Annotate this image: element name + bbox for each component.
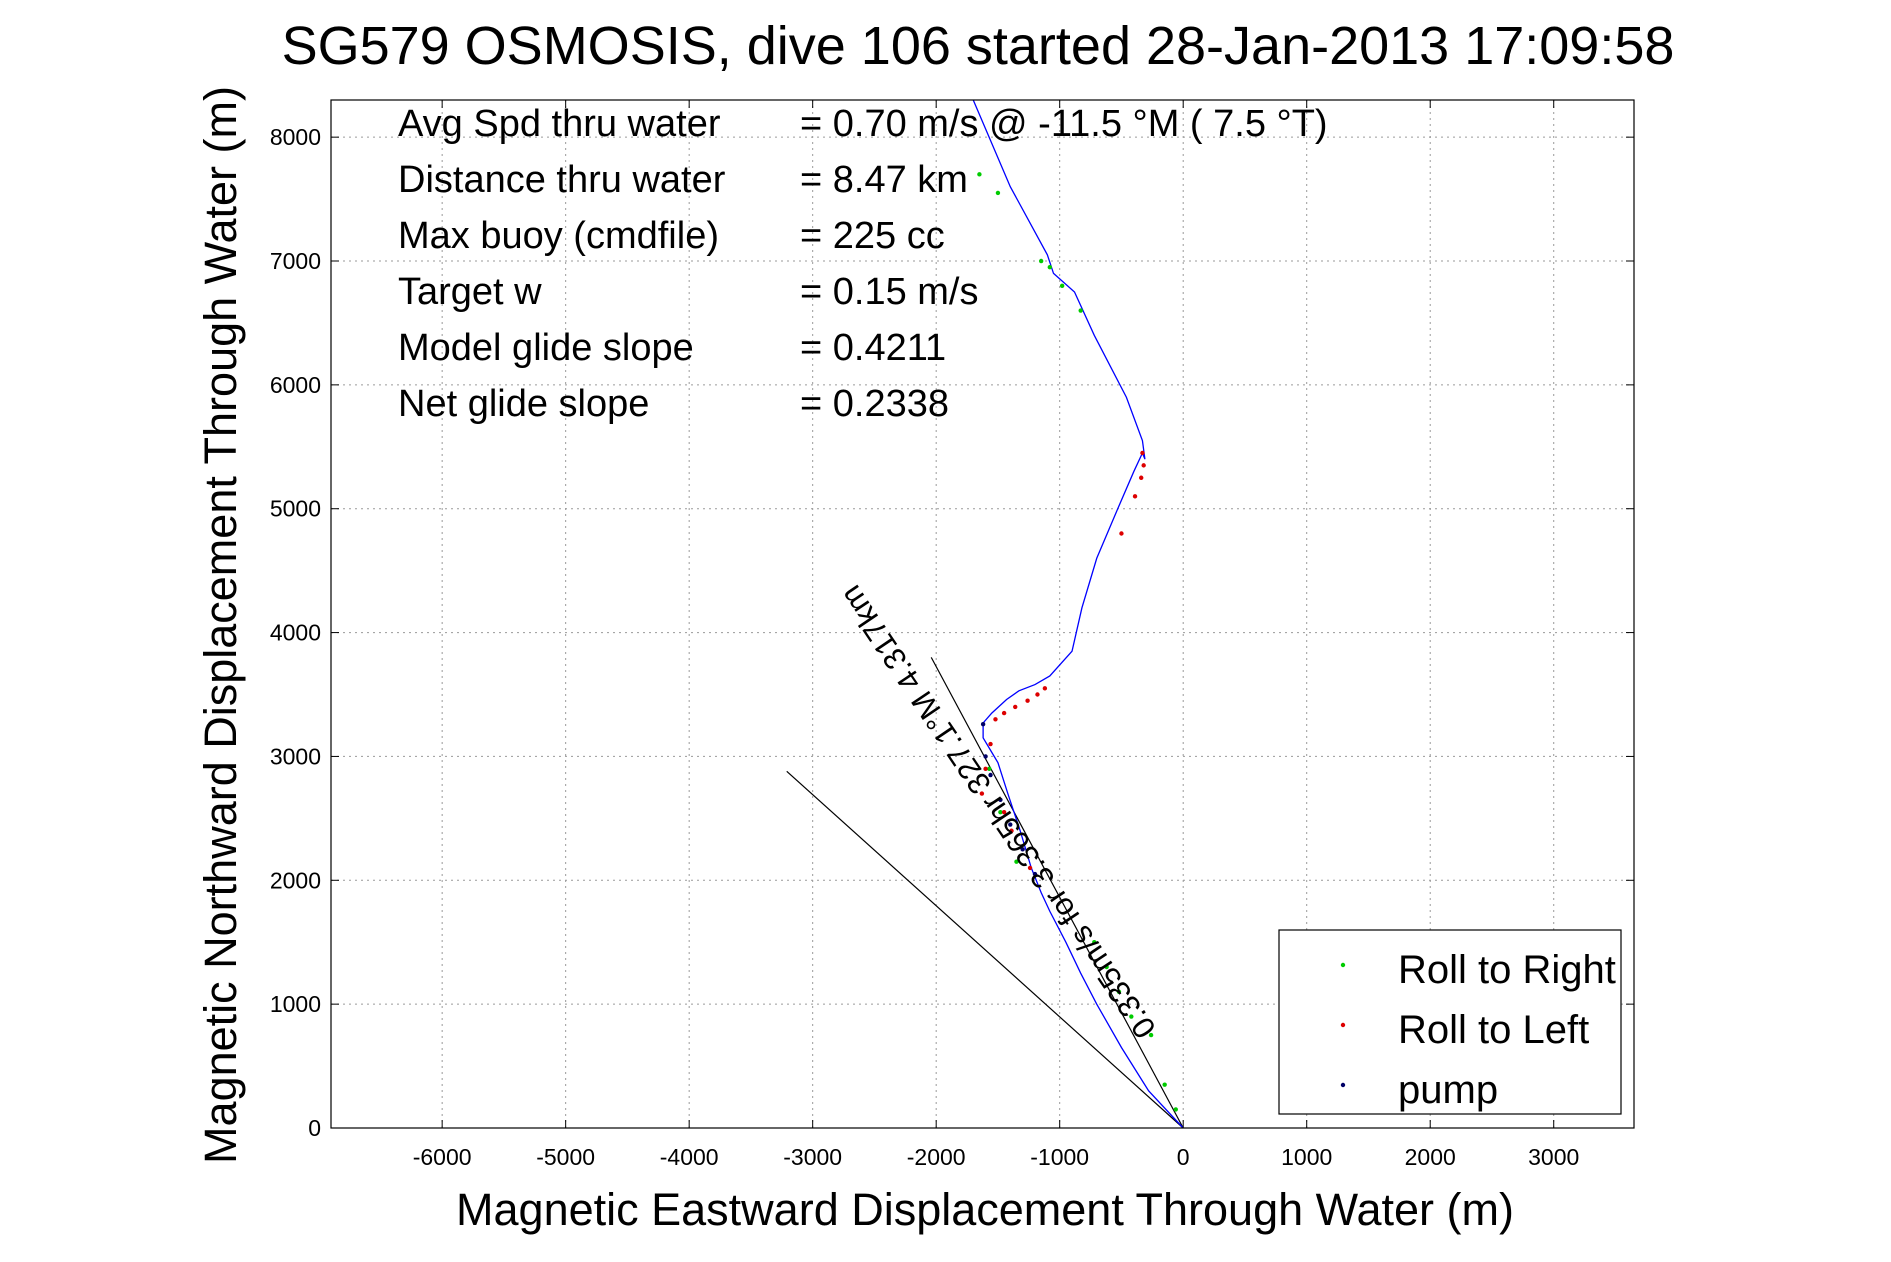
series-point bbox=[998, 809, 1003, 815]
y-tick-label: 5000 bbox=[270, 496, 321, 522]
stat-label: Net glide slope bbox=[398, 383, 649, 425]
series-point bbox=[1116, 989, 1122, 994]
series-point bbox=[1059, 283, 1065, 288]
series-point bbox=[1042, 686, 1048, 691]
series-point bbox=[983, 754, 988, 759]
current-annotation: 0.335m/s for 3.365hr 327.1°M 4.317km bbox=[833, 579, 1163, 1045]
plot-frame bbox=[330, 99, 1635, 1129]
series-point bbox=[1009, 828, 1014, 833]
series-point bbox=[1014, 859, 1019, 864]
legend-marker bbox=[1340, 962, 1346, 968]
series-point bbox=[1032, 871, 1038, 877]
stat-label: Max buoy (cmdfile) bbox=[398, 215, 719, 257]
y-tick-label: 6000 bbox=[270, 372, 321, 398]
series-point bbox=[1001, 710, 1007, 716]
series-point bbox=[1129, 1014, 1134, 1019]
plot-lines bbox=[786, 99, 1184, 1129]
legend-marker bbox=[1340, 1022, 1346, 1028]
stat-value: = 0.4211 bbox=[800, 327, 946, 369]
stat-value: = 0.2338 bbox=[800, 383, 949, 425]
series-point bbox=[979, 791, 985, 796]
legend-label: pump bbox=[1398, 1068, 1498, 1112]
series-point bbox=[1078, 308, 1083, 313]
x-tick-label: 1000 bbox=[1281, 1144, 1332, 1170]
x-tick-label: -5000 bbox=[536, 1144, 595, 1170]
stat-value: = 8.47 km bbox=[800, 159, 968, 201]
x-axis-label: Magnetic Eastward Displacement Through W… bbox=[456, 1184, 1514, 1235]
series-point bbox=[1025, 698, 1030, 703]
series-point bbox=[988, 741, 993, 747]
y-tick-label: 3000 bbox=[270, 743, 321, 769]
series-point bbox=[987, 766, 992, 772]
x-tick-label: -2000 bbox=[907, 1144, 966, 1170]
series-point bbox=[1001, 809, 1007, 815]
x-tick-label: -1000 bbox=[1030, 1144, 1089, 1170]
series-point bbox=[995, 190, 1001, 196]
x-tick-label: 3000 bbox=[1528, 1144, 1579, 1170]
series-point bbox=[1020, 847, 1025, 852]
stat-label: Distance thru water bbox=[398, 159, 726, 201]
series-point bbox=[977, 172, 982, 177]
x-tick-label: 0 bbox=[1177, 1144, 1190, 1170]
series-point bbox=[1148, 1032, 1154, 1038]
y-tick-label: 0 bbox=[308, 1115, 321, 1141]
plot-points bbox=[977, 172, 1178, 1112]
stat-value: = 0.70 m/s @ -11.5 °M ( 7.5 °T) bbox=[800, 103, 1328, 145]
series-point bbox=[1139, 475, 1144, 480]
series-point bbox=[980, 722, 986, 727]
x-tick-label: -6000 bbox=[413, 1144, 472, 1170]
series-point bbox=[1047, 265, 1053, 270]
series-point bbox=[1141, 463, 1146, 468]
legend-label: Roll to Right bbox=[1398, 948, 1616, 992]
series-point bbox=[1104, 964, 1109, 970]
series-point bbox=[983, 766, 988, 772]
stat-value: = 0.15 m/s bbox=[800, 271, 978, 313]
x-tick-label: -3000 bbox=[783, 1144, 842, 1170]
legend-items: Roll to Right Roll to Left pump bbox=[1340, 948, 1616, 1112]
series-point bbox=[1038, 258, 1044, 264]
current-line bbox=[786, 770, 1184, 1129]
stats-box: Avg Spd thru water = 0.70 m/s @ -11.5 °M … bbox=[398, 103, 1328, 425]
x-tick-label: -4000 bbox=[660, 1144, 719, 1170]
current-line bbox=[930, 657, 1184, 1129]
series-point bbox=[1173, 1107, 1178, 1112]
legend: Roll to Right Roll to Left pump bbox=[1278, 929, 1622, 1115]
y-tick-label: 2000 bbox=[270, 867, 321, 893]
stat-label: Target w bbox=[398, 271, 542, 313]
series-point bbox=[1140, 450, 1145, 456]
series-point bbox=[998, 797, 1003, 802]
series-point bbox=[1092, 940, 1097, 945]
y-tick-label: 1000 bbox=[270, 991, 321, 1017]
series-point bbox=[993, 717, 998, 722]
series-point bbox=[1035, 692, 1040, 697]
y-tick-label: 8000 bbox=[270, 124, 321, 150]
stat-label: Avg Spd thru water bbox=[398, 103, 721, 145]
legend-marker bbox=[1340, 1082, 1346, 1088]
stat-label: Model glide slope bbox=[398, 327, 694, 369]
series-point bbox=[1132, 494, 1138, 499]
chart-title: SG579 OSMOSIS, dive 106 started 28-Jan-2… bbox=[282, 16, 1675, 76]
series-point bbox=[1027, 865, 1033, 871]
x-tick-label: 2000 bbox=[1405, 1144, 1456, 1170]
stat-value: = 225 cc bbox=[800, 215, 945, 257]
legend-label: Roll to Left bbox=[1398, 1008, 1589, 1052]
series-point bbox=[1119, 531, 1124, 536]
y-axis-label: Magnetic Northward Displacement Through … bbox=[195, 86, 246, 1164]
series-point bbox=[1013, 704, 1018, 710]
series-point bbox=[988, 772, 993, 778]
y-tick-label: 4000 bbox=[270, 620, 321, 646]
series-point bbox=[1162, 1082, 1167, 1087]
series-point bbox=[1008, 822, 1013, 827]
track-line bbox=[972, 99, 1184, 1129]
y-tick-label: 7000 bbox=[270, 248, 321, 274]
legend-box bbox=[1278, 929, 1622, 1115]
axis-ticks: -6000 -5000 -4000 -3000 -2000 -1000 0 1000 2000 3… bbox=[270, 100, 1634, 1170]
